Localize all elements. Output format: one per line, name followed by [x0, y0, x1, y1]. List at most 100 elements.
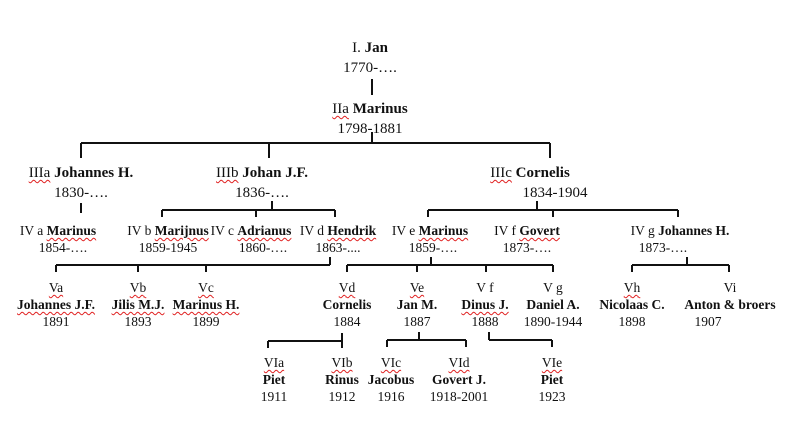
generation-label: Vd	[338, 280, 356, 295]
person-years: 1923	[538, 389, 566, 404]
name-line: Anton & broers	[684, 296, 775, 313]
person-node: VIa Piet 1911	[261, 354, 288, 405]
person-name: Rinus	[325, 372, 359, 387]
name-line: Jan M.	[397, 296, 438, 313]
person-years: 1860-….	[238, 240, 288, 255]
person-name: Marinus H.	[172, 297, 240, 312]
name-line: Piet	[261, 371, 288, 388]
name-line: Vd	[323, 279, 372, 296]
person-name: Daniel A.	[526, 297, 580, 312]
generation-label: IV g	[630, 223, 655, 238]
name-line: Va	[17, 279, 95, 296]
person-years: 1873-….	[638, 240, 688, 255]
generation-label: Vi	[723, 280, 737, 295]
name-line: Daniel A.	[524, 296, 583, 313]
name-line: Nicolaas C.	[599, 296, 664, 313]
name-line: IV c Adrianus	[211, 222, 292, 239]
person-years: 1859-….	[408, 240, 458, 255]
person-years: 1863-....	[315, 240, 361, 255]
name-line: Vi	[684, 279, 775, 296]
name-line: Vh	[599, 279, 664, 296]
name-line: Ve	[397, 279, 438, 296]
person-node: V f Dinus J. 1888	[461, 279, 508, 330]
person-node: Vh Nicolaas C. 1898	[599, 279, 664, 330]
person-node: V g Daniel A. 1890-1944	[524, 279, 583, 330]
person-name: Jilis M.J.	[111, 297, 165, 312]
name-line: IIIc Cornelis	[490, 163, 570, 183]
generation-label: VIe	[541, 355, 563, 370]
generation-label: IIIc	[490, 165, 512, 181]
person-years: 1887	[403, 314, 431, 329]
person-years: 1912	[328, 389, 356, 404]
person-node: IV d Hendrik 1863-....	[300, 222, 376, 256]
person-years: 1873-….	[502, 240, 552, 255]
person-name: Adrianus	[237, 223, 292, 238]
generation-label: VIa	[263, 355, 285, 370]
person-years: 1916	[377, 389, 405, 404]
person-node: VIe Piet 1923	[539, 354, 566, 405]
generation-label: IIIb	[216, 165, 239, 181]
person-node: Vc Marinus H. 1899	[173, 279, 240, 330]
person-node: IV g Johannes H. 1873-….	[631, 222, 730, 256]
person-years: 1834-1904	[522, 185, 588, 201]
person-years: 1836-….	[235, 185, 289, 201]
person-years: 1891	[42, 314, 70, 329]
person-node: VIc Jacobus 1916	[368, 354, 415, 405]
person-name: Dinus J.	[461, 297, 509, 312]
person-years: 1830-….	[54, 185, 108, 201]
person-name: Marinus	[418, 223, 469, 238]
name-line: IIIb Johan J.F.	[216, 163, 308, 183]
name-line: VIb	[325, 354, 359, 371]
person-name: Marinus	[352, 101, 408, 117]
name-line: V g	[524, 279, 583, 296]
person-node: IIa Marinus 1798-1881	[332, 99, 407, 139]
name-line: Dinus J.	[461, 296, 508, 313]
generation-label: V g	[543, 280, 563, 295]
person-years: 1893	[124, 314, 152, 329]
person-name: Marinus	[46, 223, 97, 238]
generation-label: VId	[448, 355, 470, 370]
person-node: I. Jan 1770-….	[343, 38, 397, 78]
person-years: 1854-….	[38, 240, 88, 255]
name-line: VIc	[368, 354, 415, 371]
generation-label: IV f	[494, 223, 517, 238]
person-name: Jan M.	[396, 297, 438, 312]
person-name: Jan	[364, 40, 388, 56]
person-name: Johannes H.	[658, 223, 730, 238]
person-name: Jacobus	[367, 372, 415, 387]
person-node: Ve Jan M. 1887	[397, 279, 438, 330]
person-name: Piet	[262, 372, 286, 387]
person-years: 1899	[192, 314, 220, 329]
generation-label: VIc	[380, 355, 402, 370]
person-name: Johannes H.	[54, 165, 134, 181]
generation-label: IIIa	[28, 165, 51, 181]
person-node: VIb Rinus 1912	[325, 354, 359, 405]
person-node: Va Johannes J.F. 1891	[17, 279, 95, 330]
name-line: Piet	[539, 371, 566, 388]
name-line: Vb	[112, 279, 165, 296]
person-years: 1890-1944	[523, 314, 583, 329]
person-name: Piet	[540, 372, 564, 387]
person-node: IV f Govert 1873-….	[494, 222, 560, 256]
generation-label: Vb	[129, 280, 147, 295]
generation-label: IV c	[210, 223, 234, 238]
name-line: Jacobus	[368, 371, 415, 388]
name-line: IV e Marinus	[392, 222, 468, 239]
person-years: 1859-1945	[138, 240, 198, 255]
person-years: 1911	[260, 389, 288, 404]
person-years: 1898	[618, 314, 646, 329]
person-name: Cornelis	[515, 165, 570, 181]
name-line: IIIa Johannes H.	[29, 163, 134, 183]
person-years: 1770-….	[343, 60, 397, 76]
person-name: Johan J.F.	[242, 165, 308, 181]
name-line: Govert J.	[430, 371, 489, 388]
generation-label: IV a	[19, 223, 44, 238]
name-line: Cornelis	[323, 296, 372, 313]
person-years: 1884	[333, 314, 361, 329]
name-line: VId	[430, 354, 489, 371]
person-node: IIIa Johannes H. 1830-….	[29, 163, 134, 203]
person-name: Marijnus	[154, 223, 209, 238]
person-node: Vd Cornelis 1884	[323, 279, 372, 330]
generation-label: Va	[48, 280, 64, 295]
generation-label: I.	[352, 40, 361, 56]
